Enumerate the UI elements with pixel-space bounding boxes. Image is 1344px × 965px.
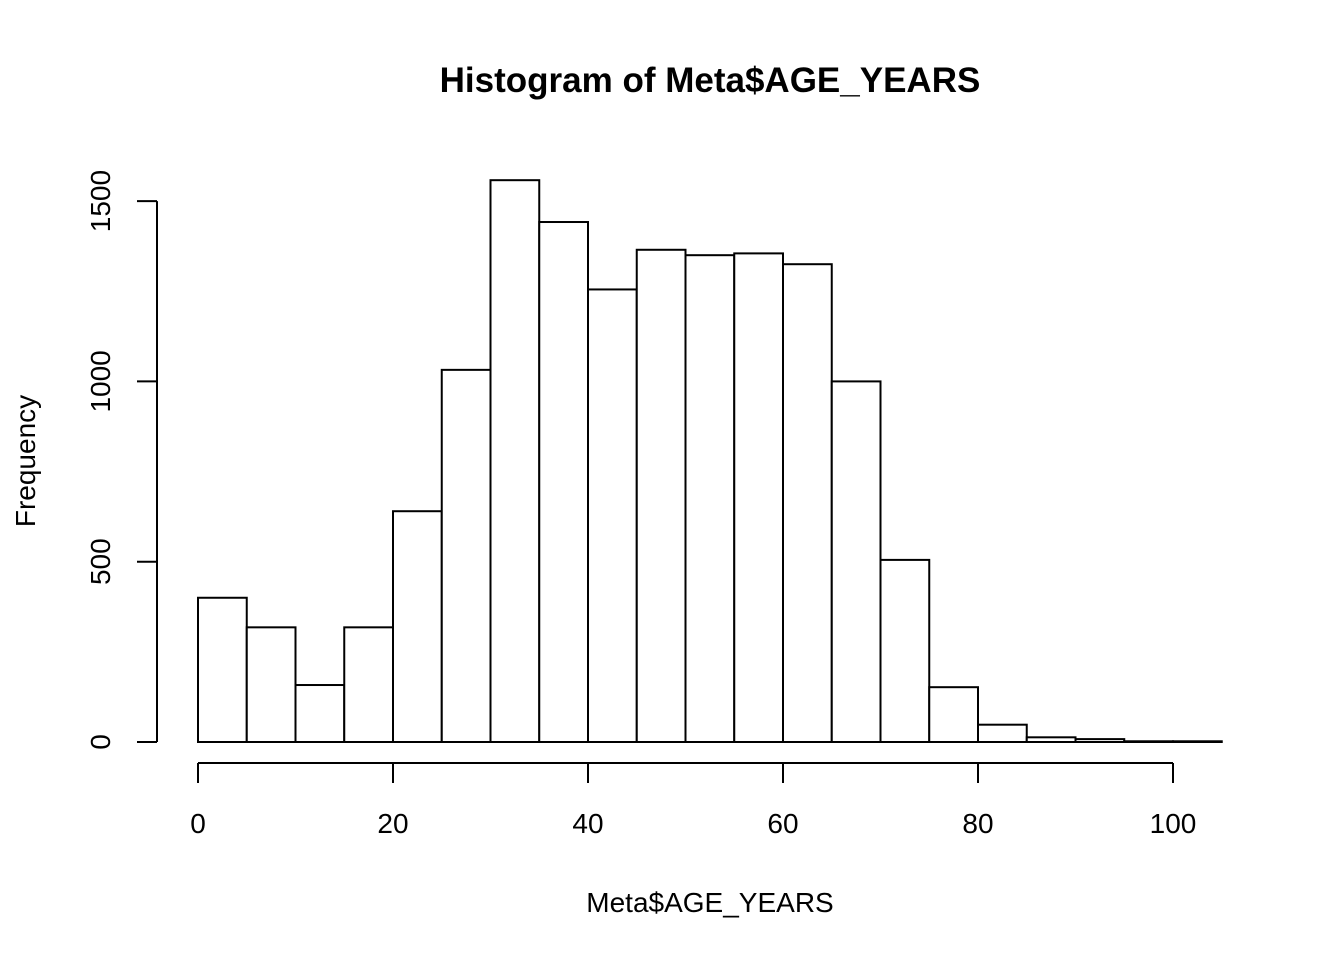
x-tick-label: 80 <box>962 808 993 839</box>
x-axis: 0 20 40 60 80 100 <box>190 762 1197 839</box>
y-tick-label: 0 <box>85 734 116 750</box>
x-tick-label: 0 <box>190 808 206 839</box>
histogram-bar <box>1123 740 1174 744</box>
histogram-bar <box>392 510 443 743</box>
histogram-bar <box>489 179 541 744</box>
histogram-bar <box>245 626 297 744</box>
histogram-bar <box>830 380 882 743</box>
histogram-bar <box>440 368 492 743</box>
histogram-bar <box>782 263 833 743</box>
y-axis: 0 500 1000 1500 <box>85 170 158 750</box>
x-axis-label: Meta$AGE_YEARS <box>586 887 833 918</box>
histogram-bar <box>197 596 248 744</box>
chart-title: Histogram of Meta$AGE_YEARS <box>440 61 981 100</box>
histogram-bar <box>343 626 394 744</box>
histogram-bar <box>294 684 346 744</box>
histogram-bar <box>928 686 979 743</box>
y-axis-label: Frequency <box>10 395 41 527</box>
histogram-bar <box>538 221 589 744</box>
histogram-bar <box>977 723 1028 744</box>
x-tick-label: 60 <box>767 808 798 839</box>
histogram-bar <box>1025 736 1077 743</box>
y-tick-label: 1500 <box>85 170 116 232</box>
histogram-bar <box>587 288 638 743</box>
histogram-bar <box>1172 740 1223 744</box>
histogram-bar <box>879 558 931 743</box>
y-tick-label: 500 <box>85 538 116 585</box>
histogram-bars <box>197 179 1223 744</box>
y-tick-label: 1000 <box>85 350 116 412</box>
histogram-bar <box>1074 738 1126 743</box>
x-tick-label: 100 <box>1150 808 1197 839</box>
histogram-bar <box>733 252 784 743</box>
histogram-bar <box>684 254 736 743</box>
histogram-bar <box>635 248 687 743</box>
x-tick-label: 20 <box>377 808 408 839</box>
x-tick-label: 40 <box>572 808 603 839</box>
